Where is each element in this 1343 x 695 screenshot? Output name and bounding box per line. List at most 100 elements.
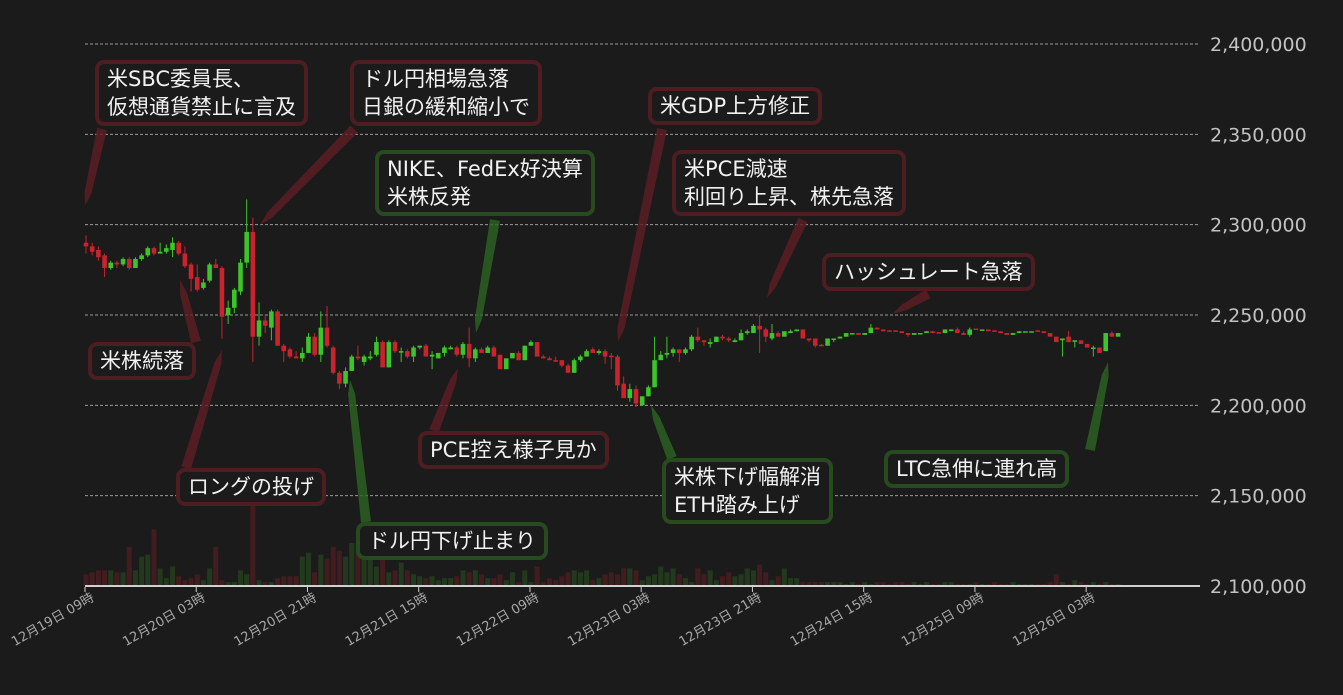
volume-bar (176, 576, 182, 586)
volume-bar (108, 570, 114, 586)
x-tick-label: 12月26日 03時 (1010, 590, 1098, 649)
annotation-arrow (260, 125, 358, 225)
candle-body (627, 389, 633, 399)
annotation-nike-fedex: NIKE、FedEx好決算 米株反発 (375, 150, 595, 216)
candle-down (114, 260, 120, 269)
candle-body (188, 264, 194, 279)
candle-down (275, 309, 280, 346)
annotation-us-stocks-fall: 米株続落 (88, 342, 196, 380)
volume-bar (225, 582, 231, 586)
candle-body (516, 352, 521, 361)
volume-bar (318, 554, 324, 586)
volume-bar (423, 578, 429, 586)
candle-body (1029, 331, 1034, 333)
candle-down (534, 342, 540, 357)
candle-body (633, 389, 639, 404)
volume-bar (621, 568, 627, 586)
candles (83, 199, 1121, 408)
volume-bar (781, 568, 787, 586)
candle-down (726, 336, 732, 343)
candle-body (405, 351, 410, 357)
candle-body (825, 338, 830, 346)
volume-bar (991, 582, 997, 586)
candle-down (293, 351, 299, 359)
candle-body (139, 255, 144, 259)
volume-bar (670, 568, 676, 586)
y-tick-label: 2,250,000 (1210, 305, 1307, 327)
volume-bar (682, 578, 688, 586)
candle-body (547, 358, 552, 361)
candle-up (429, 351, 435, 370)
volume-bar (281, 576, 287, 586)
candle-down (126, 257, 132, 270)
annotation-us-gdp: 米GDP上方修正 (648, 87, 823, 125)
volume-bar (287, 576, 293, 586)
candle-up (911, 333, 917, 335)
volume-bar (1072, 580, 1078, 586)
candle-up (658, 351, 664, 361)
candle-up (139, 253, 144, 261)
volume-bar (596, 578, 602, 586)
candle-up (473, 347, 478, 362)
candle-down (757, 315, 762, 353)
candle-body (856, 333, 861, 335)
volume-bar (849, 582, 855, 586)
volume-bar (862, 582, 868, 586)
volume-bar (701, 574, 707, 586)
volume-bar (83, 574, 89, 586)
candle-down (423, 343, 429, 357)
annotation-eth-squeeze: 米株下げ幅解消 ETH踏み上げ (662, 458, 833, 524)
candle-up (584, 349, 589, 357)
candle-body (942, 329, 948, 334)
candle-up (646, 385, 651, 397)
candle-body (985, 329, 991, 332)
candle-body (429, 354, 435, 357)
volume-bar (769, 580, 775, 586)
volume-bar (948, 582, 954, 586)
volume-bar (182, 580, 188, 586)
candle-down (355, 345, 361, 361)
annotation-line: 米GDP上方修正 (660, 94, 811, 118)
annotation-line: ETH踏み上げ (674, 493, 800, 517)
candle-body (652, 360, 657, 388)
candle-down (1084, 343, 1090, 348)
candle-down (96, 246, 101, 261)
candle-body (596, 351, 602, 353)
candle-down (961, 331, 966, 335)
volume-bar (645, 576, 651, 586)
candle-body (442, 347, 447, 353)
candle-down (312, 333, 317, 357)
candle-body (392, 342, 398, 352)
candle-down (194, 264, 200, 292)
candle-body (510, 352, 515, 359)
volume-bar (837, 582, 843, 586)
volume-bar (386, 572, 392, 586)
volume-bar (373, 566, 379, 586)
volume-bar (151, 529, 157, 586)
candle-body (874, 327, 880, 330)
candle-body (1097, 347, 1102, 353)
candle-body (1016, 331, 1022, 334)
candle-body (367, 356, 373, 359)
volume-bar (911, 582, 917, 586)
candle-body (448, 347, 453, 350)
candle-up (738, 329, 744, 341)
annotation-ltc-surge: LTC急伸に連れ高 (884, 450, 1070, 488)
volume-bar (633, 570, 639, 586)
candle-body (639, 396, 645, 406)
candle-up (522, 345, 528, 361)
candle-up (318, 311, 324, 362)
candle-down (874, 327, 880, 330)
candle-body (794, 329, 799, 332)
volume-bar (750, 570, 756, 586)
volume-bar (485, 578, 491, 586)
candle-down (701, 340, 707, 346)
volume-bar (361, 548, 367, 586)
candle-up (108, 260, 114, 270)
candle-down (590, 347, 596, 353)
candle-body (911, 333, 917, 335)
candle-body (571, 360, 577, 373)
candle-body (300, 352, 305, 359)
candle-down (887, 330, 892, 332)
annotation-arrow (474, 219, 500, 333)
